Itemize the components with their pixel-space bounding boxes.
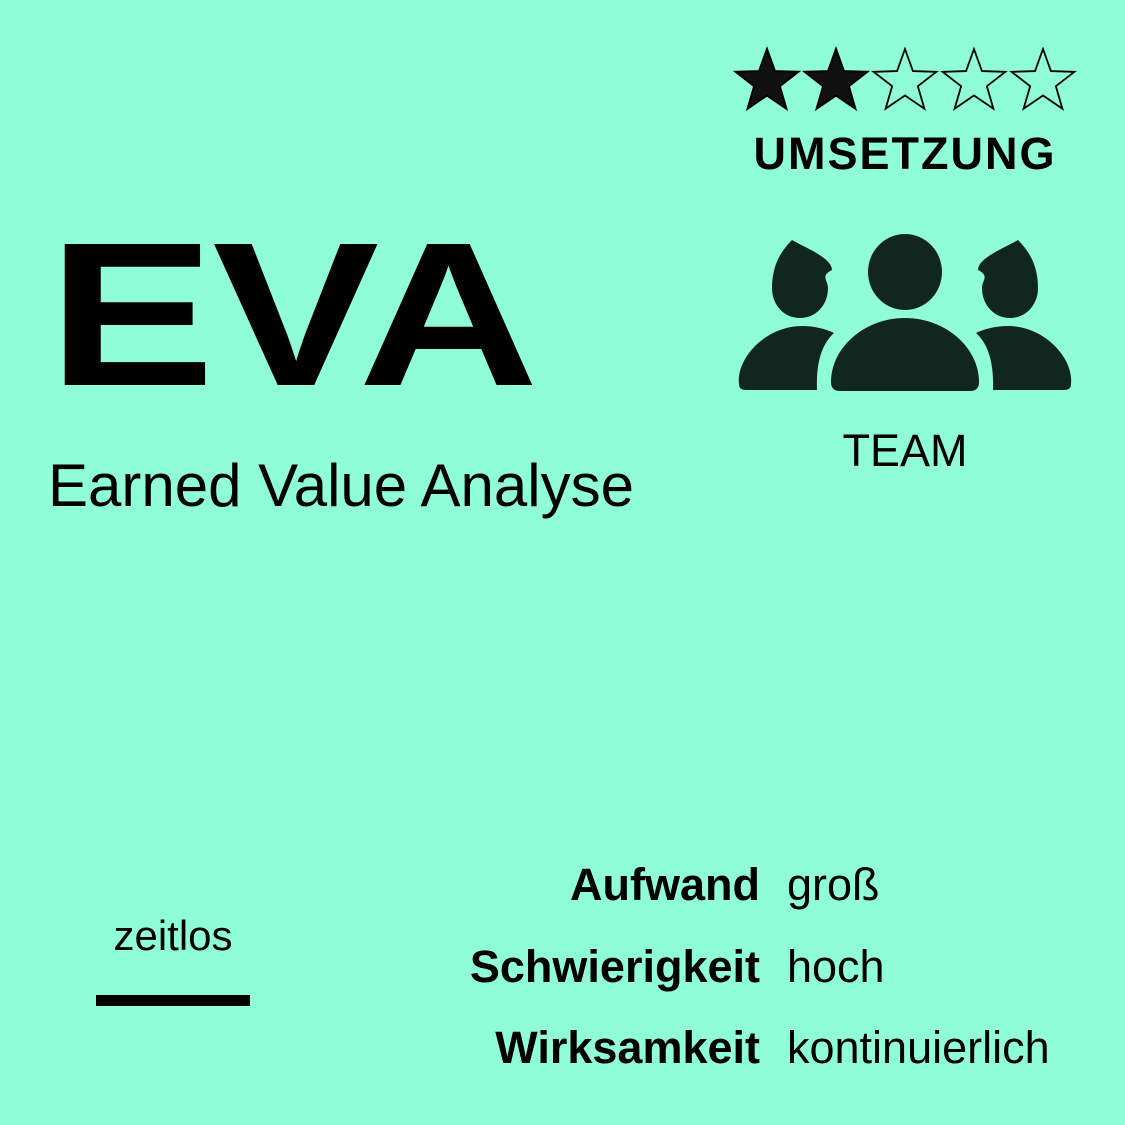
card-subtitle: Earned Value Analyse [48, 452, 634, 519]
star-filled-icon [733, 46, 802, 112]
star-empty-icon [871, 46, 939, 111]
rating-label: UMSETZUNG [753, 128, 1057, 179]
rating-stars [733, 46, 1077, 112]
team-icon [736, 230, 1074, 396]
card-title: EVA [48, 200, 539, 429]
attribute-value-wirksamkeit: kontinuierlich [787, 1022, 1050, 1073]
attribute-key-wirksamkeit: Wirksamkeit [495, 1022, 760, 1073]
attribute-key-schwierigkeit: Schwierigkeit [469, 941, 760, 992]
star-empty-icon [1009, 46, 1077, 111]
attribute-key-aufwand: Aufwand [570, 859, 760, 910]
attribute-value-schwierigkeit: hoch [787, 941, 885, 992]
star-filled-icon [801, 46, 871, 112]
implementation-rating [733, 46, 1078, 116]
star-empty-icon [940, 46, 1008, 111]
attribute-value-aufwand: groß [787, 859, 880, 910]
time-tag-underline [96, 995, 250, 1006]
time-tag-label: zeitlos [113, 912, 233, 959]
team-label: TEAM [842, 425, 968, 476]
